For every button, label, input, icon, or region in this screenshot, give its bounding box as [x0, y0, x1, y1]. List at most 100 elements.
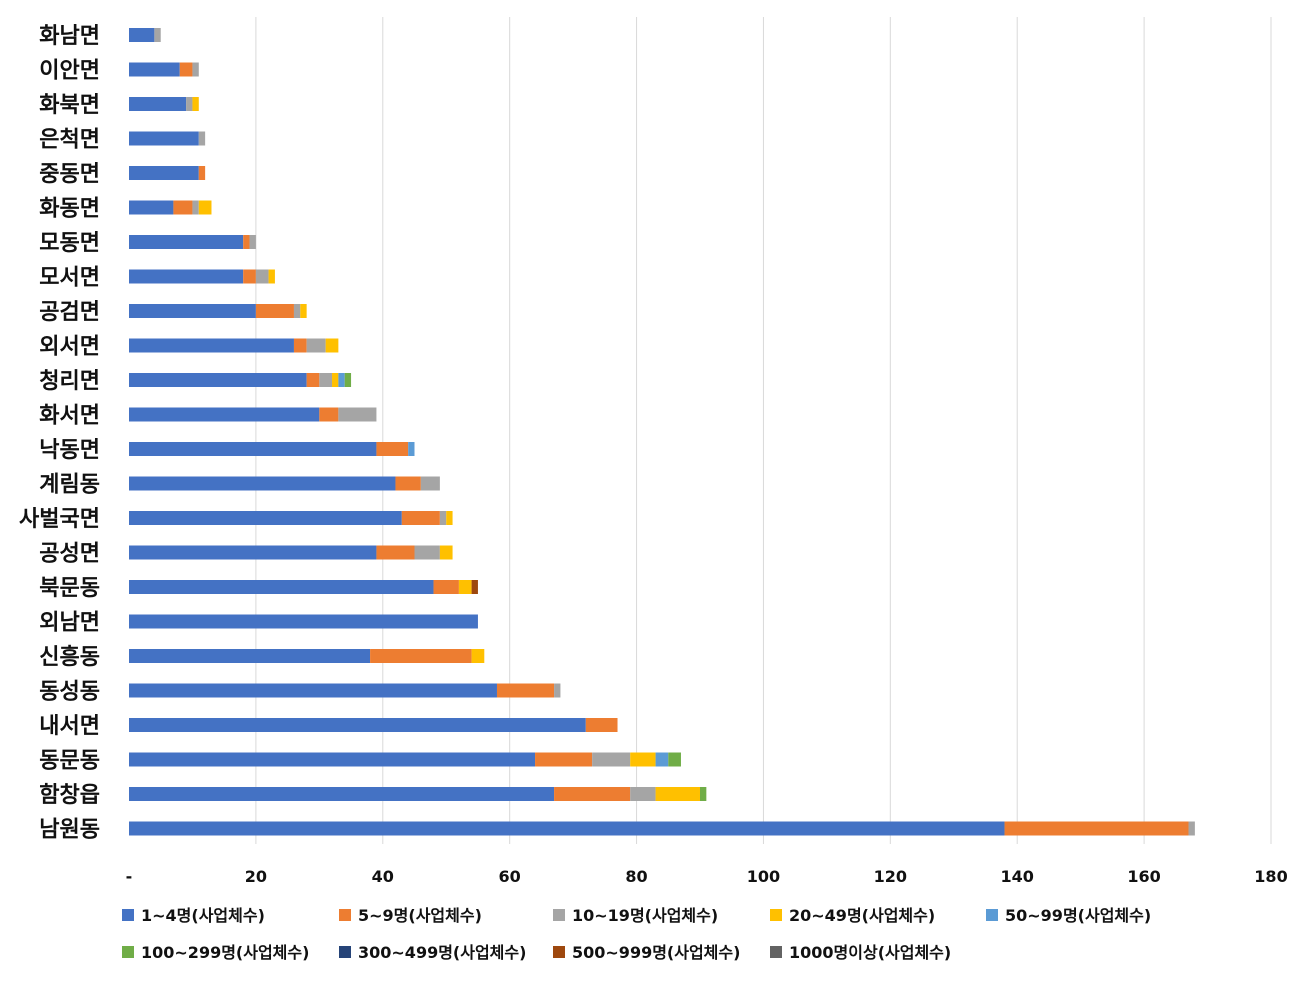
bar-segment [129, 28, 155, 42]
category-label: 공검면 [39, 300, 100, 325]
legend-swatch [122, 909, 134, 921]
bar-segment [255, 304, 294, 318]
bar-segment [433, 580, 459, 594]
bar-segment [129, 787, 555, 801]
bar-segment [198, 166, 206, 180]
bar-segment [129, 752, 536, 767]
bar-segment [129, 442, 377, 456]
x-tick-label: 80 [625, 867, 647, 886]
bar-segment [700, 787, 707, 801]
bars [129, 28, 1195, 836]
category-label: 사벌국면 [19, 507, 100, 532]
category-label: 함창읍 [39, 783, 100, 808]
legend-label: 5~9명(사업체수) [358, 906, 482, 925]
legend-swatch [122, 946, 134, 958]
bar-segment [129, 407, 320, 422]
bar-segment [249, 235, 256, 249]
category-label: 청리면 [39, 369, 100, 394]
bar-segment [554, 787, 631, 801]
bar-segment [395, 476, 421, 491]
bar-segment [446, 511, 453, 525]
category-label: 동문동 [39, 749, 100, 774]
bar-segment [344, 373, 352, 387]
bar-segment [496, 683, 555, 698]
bar-segment [129, 200, 174, 215]
bar-segment [129, 511, 402, 525]
legend-swatch [986, 909, 998, 921]
bar-segment [179, 62, 193, 77]
x-axis-ticks: - 20 40 60 80 100 120 140 160 180 [126, 867, 1288, 886]
bar-segment [655, 752, 669, 767]
category-label: 공성면 [39, 542, 100, 567]
bar-segment [439, 511, 447, 525]
bar-segment [306, 373, 320, 387]
legend-swatch [770, 946, 782, 958]
bar-segment [338, 373, 345, 387]
bar-segment [630, 752, 656, 767]
bar-segment [129, 166, 199, 180]
category-label: 신흥동 [39, 645, 100, 670]
bar-segment [439, 545, 453, 560]
bar-segment [655, 787, 700, 801]
legend-swatch [553, 909, 565, 921]
x-tick-label: 60 [499, 867, 521, 886]
bar-segment [420, 476, 440, 491]
bar-segment [293, 304, 301, 318]
x-tick-label: 160 [1127, 867, 1160, 886]
bar-segment [293, 338, 307, 353]
legend-label: 10~19명(사업체수) [572, 906, 718, 925]
bar-segment [129, 718, 586, 732]
bar-segment [129, 62, 180, 77]
bar-segment [129, 338, 294, 353]
legend-swatch [339, 946, 351, 958]
bar-segment [154, 28, 161, 42]
bar-segment [129, 580, 434, 594]
category-label: 남원동 [39, 818, 100, 843]
category-label: 화동면 [39, 197, 100, 222]
category-label: 모서면 [39, 266, 100, 291]
category-label: 계림동 [39, 473, 100, 498]
legend-label: 500~999명(사업체수) [572, 943, 740, 962]
bar-segment [458, 580, 472, 594]
bar-segment [129, 235, 244, 249]
bar-segment [1188, 821, 1195, 836]
x-tick-label: 140 [1001, 867, 1034, 886]
bar-segment [129, 373, 307, 387]
legend-label: 300~499명(사업체수) [358, 943, 526, 962]
category-label: 북문동 [39, 576, 100, 601]
bar-segment [129, 131, 199, 146]
bar-segment [192, 97, 199, 111]
bar-segment [592, 752, 631, 767]
bar-segment [535, 752, 593, 767]
bar-segment [129, 476, 396, 491]
bar-segment [268, 269, 275, 284]
bar-segment [129, 614, 478, 629]
legend-swatch [339, 909, 351, 921]
x-tick-label: 100 [747, 867, 780, 886]
bar-segment [370, 649, 472, 663]
x-tick-label: 20 [245, 867, 267, 886]
category-label: 화남면 [39, 24, 100, 49]
bar-segment [129, 97, 187, 111]
bar-segment [198, 131, 206, 146]
x-tick-label: 120 [874, 867, 907, 886]
x-tick-label: 40 [372, 867, 394, 886]
bar-segment [471, 580, 478, 594]
gridlines [255, 17, 1272, 844]
bar-segment [414, 545, 440, 560]
legend-label: 50~99명(사업체수) [1005, 906, 1151, 925]
bar-segment [376, 545, 415, 560]
category-label: 화서면 [39, 404, 100, 429]
legend: 1~4명(사업체수) 5~9명(사업체수) 10~19명(사업체수) 20~49명(사… [122, 906, 1151, 962]
bar-segment [332, 373, 339, 387]
x-tick-label: - [126, 867, 133, 886]
bar-segment [668, 752, 681, 767]
category-label: 중동면 [39, 162, 100, 187]
bar-segment [243, 235, 250, 249]
category-labels: 화남면이안면화북면은척면중동면화동면모동면모서면공검면외서면청리면화서면낙동면계… [19, 24, 100, 843]
bar-segment [173, 200, 193, 215]
legend-label: 1~4명(사업체수) [141, 906, 265, 925]
bar-segment [630, 787, 656, 801]
bar-segment [129, 821, 1005, 836]
